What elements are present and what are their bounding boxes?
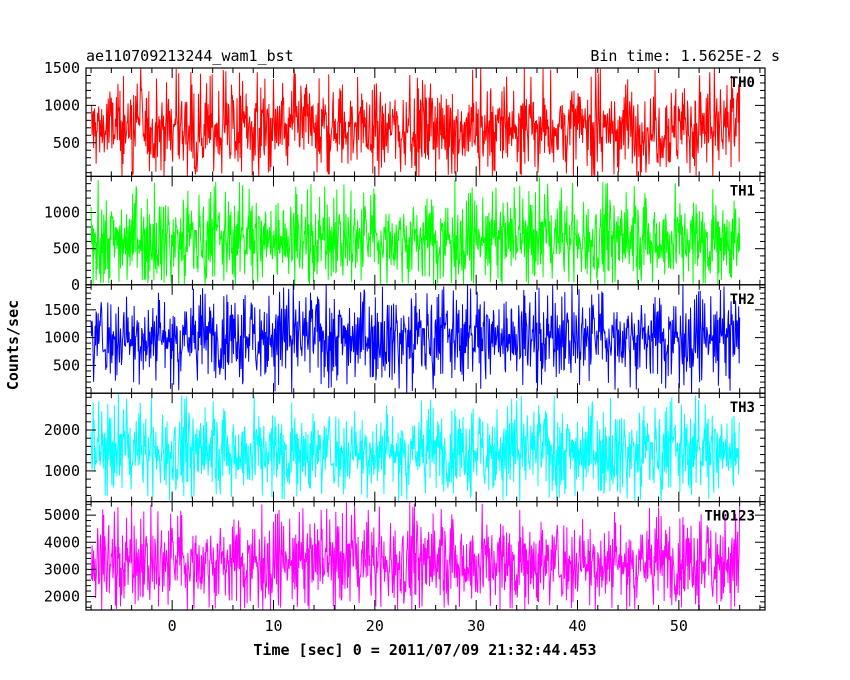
x-tick-label: 0 xyxy=(168,617,177,635)
y-tick-label: 0 xyxy=(71,276,80,294)
x-tick-label: 20 xyxy=(366,617,384,635)
y-tick-label: 4000 xyxy=(44,533,80,551)
series-line-th3 xyxy=(90,393,741,502)
panel-th1: 0 500 1000 TH1 xyxy=(44,175,766,294)
x-tick-label: 10 xyxy=(264,617,282,635)
series-line-th0 xyxy=(90,67,741,177)
y-tick-label: 2000 xyxy=(44,587,80,605)
y-tick-label: 500 xyxy=(53,240,80,258)
panel-label-th3: TH3 xyxy=(730,400,755,416)
panel-th0: 500 1000 1500 TH0 xyxy=(44,59,766,178)
series-line-th1 xyxy=(90,177,741,285)
y-tick-label: 1500 xyxy=(44,59,80,77)
y-tick-label: 3000 xyxy=(44,560,80,578)
panel-th2: 500 1000 1500 TH2 xyxy=(44,284,766,394)
y-tick-label: 5000 xyxy=(44,506,80,524)
panel-label-th0: TH0 xyxy=(730,75,755,91)
y-tick-label: 1000 xyxy=(44,462,80,480)
chart-title: ae110709213244_wam1_bst xyxy=(86,47,294,65)
panel-label-th0123: TH0123 xyxy=(704,509,755,525)
x-tick-label: 40 xyxy=(568,617,586,635)
x-axis-title: Time [sec] 0 = 2011/07/09 21:32:44.453 xyxy=(253,641,596,659)
panel-label-th2: TH2 xyxy=(730,292,755,308)
y-axis-title: Counts/sec xyxy=(4,300,22,390)
y-tick-label: 1000 xyxy=(44,204,80,222)
bin-time-label: Bin time: 1.5625E-2 s xyxy=(590,47,780,65)
panel-stack: 50010001500TH005001000TH150010001500TH21… xyxy=(44,59,766,635)
x-tick-label: 50 xyxy=(670,617,688,635)
panel-th3: 1000 2000 TH3 xyxy=(44,392,766,503)
panel-label-th1: TH1 xyxy=(730,183,755,199)
panel-th0123: 2000 3000 4000 5000 TH0123 xyxy=(44,501,766,611)
y-tick-label: 1000 xyxy=(44,96,80,114)
panel-frame xyxy=(85,501,766,611)
y-tick-label: 500 xyxy=(53,356,80,374)
y-tick-label: 1500 xyxy=(44,301,80,319)
x-tick-label: 30 xyxy=(467,617,485,635)
series-line-th0123 xyxy=(90,501,741,611)
y-tick-label: 1000 xyxy=(44,329,80,347)
y-tick-label: 2000 xyxy=(44,421,80,439)
series-line-th2 xyxy=(90,284,741,394)
y-tick-label: 500 xyxy=(53,134,80,152)
